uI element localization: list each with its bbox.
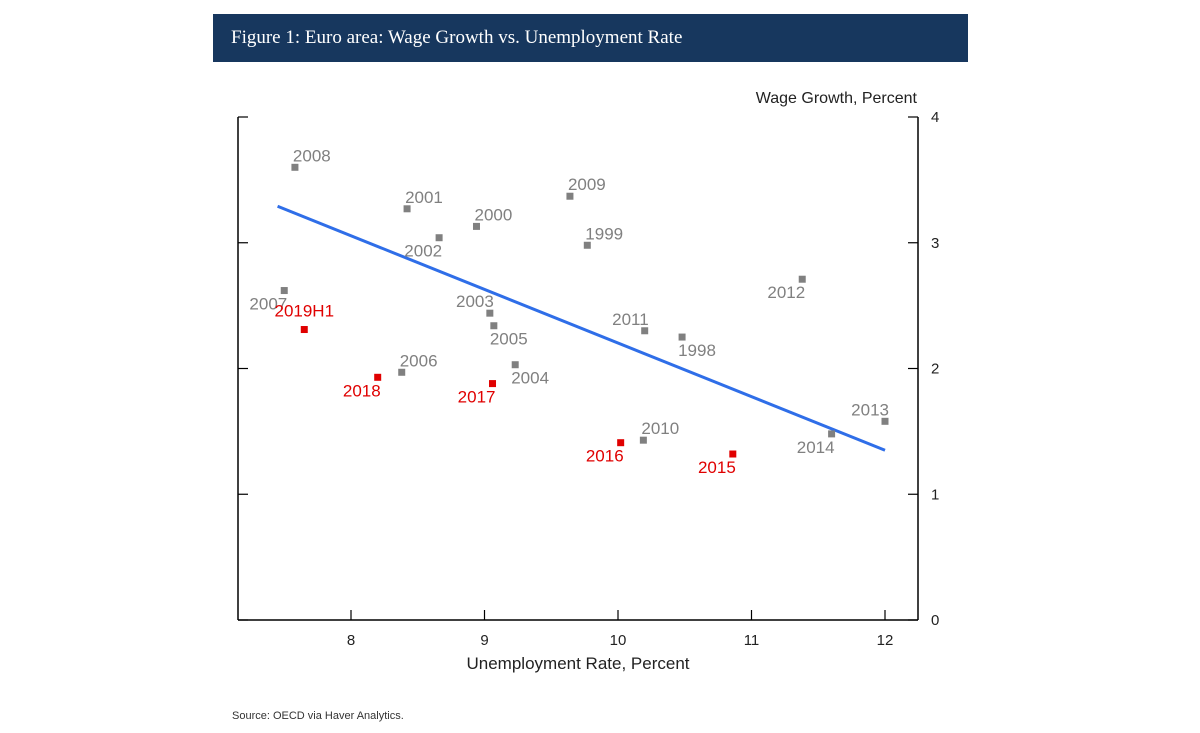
y-tick-label: 2 [931, 361, 939, 378]
data-point-2016 [617, 439, 625, 447]
data-label-2013: 2013 [851, 400, 889, 419]
data-label-2005: 2005 [490, 330, 528, 349]
x-tick-label: 11 [744, 632, 760, 649]
data-label-2004: 2004 [511, 369, 549, 388]
data-point-2011 [641, 327, 649, 335]
data-point-2015 [729, 450, 737, 458]
y-axis-title: Wage Growth, Percent [756, 90, 918, 107]
data-label-2012: 2012 [767, 283, 805, 302]
x-axis-title: Unemployment Rate, Percent [467, 654, 690, 673]
data-point-2014 [828, 430, 836, 438]
data-label-2010: 2010 [641, 419, 679, 438]
data-label-2001: 2001 [405, 188, 443, 207]
data-label-2018: 2018 [343, 381, 381, 400]
y-tick-label: 3 [931, 235, 939, 252]
data-label-2000: 2000 [474, 205, 512, 224]
x-tick-label: 9 [480, 632, 488, 649]
figure-title-banner: Figure 1: Euro area: Wage Growth vs. Une… [213, 14, 968, 62]
data-label-2008: 2008 [293, 146, 331, 165]
data-label-2011: 2011 [612, 310, 649, 329]
data-point-2019H1 [300, 326, 308, 334]
data-point-2009 [566, 192, 574, 200]
data-label-1998: 1998 [678, 341, 716, 360]
data-point-2008 [291, 163, 299, 171]
y-tick-label: 4 [931, 109, 939, 126]
data-point-2005 [490, 322, 498, 330]
data-point-2003 [486, 309, 494, 317]
data-label-2003: 2003 [456, 292, 494, 311]
x-tick-label: 8 [347, 632, 355, 649]
data-point-2000 [472, 222, 480, 230]
data-point-2012 [798, 275, 806, 283]
data-point-2013 [881, 417, 889, 425]
data-point-2018 [374, 373, 382, 381]
y-tick-label: 1 [931, 486, 939, 503]
data-point-1998 [678, 333, 686, 341]
data-label-2009: 2009 [568, 175, 606, 194]
data-point-2002 [435, 234, 443, 242]
data-label-2002: 2002 [404, 242, 442, 261]
x-tick-label: 12 [877, 632, 894, 649]
data-point-2006 [398, 368, 406, 376]
data-point-2004 [511, 361, 519, 369]
figure-title: Figure 1: Euro area: Wage Growth vs. Une… [231, 27, 683, 48]
data-label-2019H1: 2019H1 [274, 302, 334, 321]
data-point-2017 [489, 380, 497, 388]
trend-line [277, 204, 886, 452]
data-label-2014: 2014 [797, 438, 835, 457]
data-label-1999: 1999 [585, 224, 623, 243]
data-label-2017: 2017 [458, 388, 496, 407]
source-note: Source: OECD via Haver Analytics. [232, 710, 404, 722]
data-label-2016: 2016 [586, 447, 624, 466]
data-point-1999 [583, 241, 591, 249]
data-point-2010 [639, 436, 647, 444]
data-point-2007 [280, 287, 288, 295]
data-point-2001 [403, 205, 411, 213]
data-label-2015: 2015 [698, 458, 736, 477]
y-tick-label: 0 [931, 612, 939, 629]
data-label-2007: 2007 [249, 295, 287, 314]
x-tick-label: 10 [610, 632, 627, 649]
data-label-2006: 2006 [400, 351, 438, 370]
